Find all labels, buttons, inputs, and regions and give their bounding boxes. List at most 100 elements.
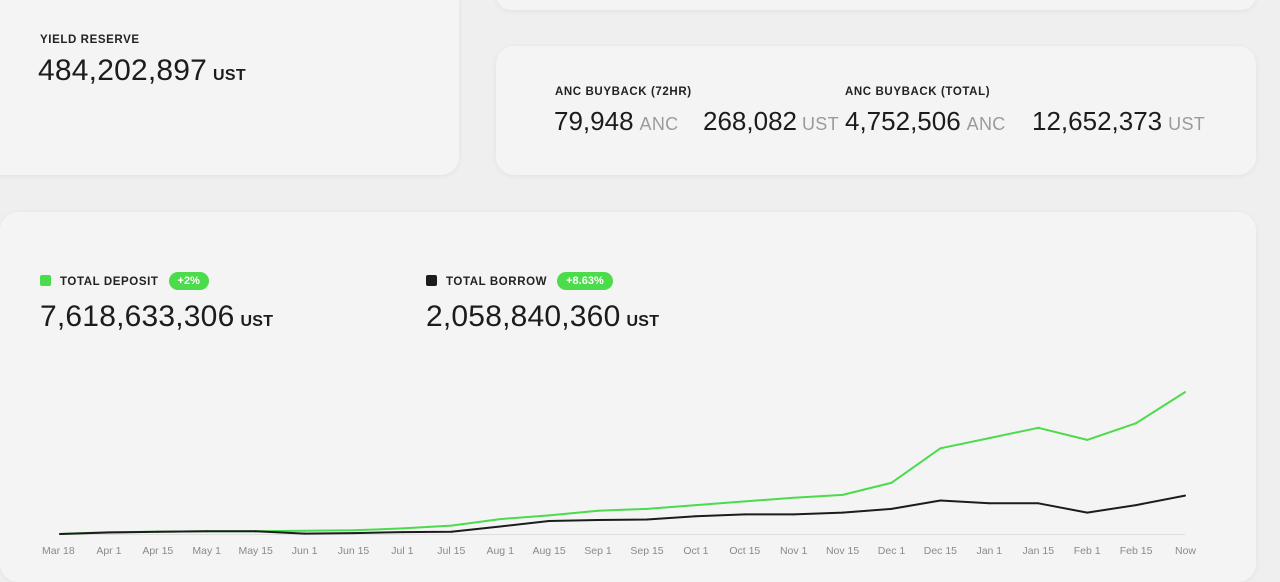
- buyback-72hr-anc-unit: ANC: [639, 114, 679, 134]
- total-borrow-value: 2,058,840,360: [426, 300, 621, 333]
- buyback-total-anc-unit: ANC: [966, 114, 1006, 134]
- series-1-point: [254, 530, 257, 533]
- series-0-point: [988, 437, 991, 440]
- series-0-point: [1037, 426, 1040, 429]
- series-1-point: [303, 532, 306, 535]
- x-tick-label: Nov 15: [826, 545, 859, 557]
- series-0-point: [352, 529, 355, 532]
- series-0-point: [841, 493, 844, 496]
- yield-reserve-card: YIELD RESERVE 484,202,897 UST: [0, 0, 459, 175]
- series-1-point: [792, 513, 795, 516]
- total-deposit-legend: TOTAL DEPOSIT +2%: [40, 272, 209, 290]
- series-1-point: [646, 518, 648, 521]
- x-tick-label: Jan 15: [1023, 545, 1055, 557]
- buyback-72hr-anc-value: 79,948: [554, 106, 634, 136]
- buyback-total-ust: 12,652,373 UST: [1032, 106, 1205, 137]
- series-0-point: [1086, 438, 1089, 441]
- top-card-edge: [496, 0, 1256, 10]
- buyback-72hr-label: ANC BUYBACK (72HR): [555, 86, 692, 98]
- total-deposit-value: 7,618,633,306: [40, 300, 235, 333]
- series-0-point: [401, 527, 404, 530]
- series-1-point: [548, 520, 551, 522]
- x-tick-label: Jun 15: [338, 545, 370, 557]
- total-deposit-amount: 7,618,633,306 UST: [40, 300, 273, 334]
- series-0-point: [694, 504, 697, 507]
- buyback-total-anc: 4,752,506 ANC: [845, 106, 1006, 137]
- series-1-point: [597, 519, 599, 521]
- x-tick-label: Dec 15: [924, 545, 957, 557]
- series-1-point: [743, 513, 746, 516]
- chart-series-layer: [59, 391, 1186, 535]
- x-tick-label: Oct 1: [683, 545, 708, 557]
- series-0-point: [792, 496, 795, 499]
- buyback-72hr-ust-value: 268,082: [703, 106, 797, 136]
- total-borrow-badge: +8.63%: [557, 272, 613, 290]
- series-1-point: [401, 531, 404, 534]
- series-1-point: [890, 507, 893, 510]
- deposit-borrow-chart: Mar 18 Apr 1 Apr 15 May 1 May 15 Jun 1 Jun 15 J…: [42, 391, 1196, 557]
- series-1-point: [1086, 511, 1089, 514]
- buyback-total-label: ANC BUYBACK (TOTAL): [845, 86, 991, 98]
- series-0-point: [1184, 391, 1186, 394]
- total-borrow-label: TOTAL BORROW: [446, 276, 548, 289]
- series-0-point: [646, 507, 648, 510]
- yield-reserve-label: YIELD RESERVE: [40, 34, 140, 46]
- x-tick-label: Now: [1175, 545, 1196, 557]
- x-tick-label: Aug 1: [486, 545, 514, 557]
- total-deposit-unit: UST: [240, 313, 274, 330]
- x-tick-label: Sep 15: [630, 545, 663, 557]
- series-0-point: [597, 509, 599, 512]
- series-1-point: [1184, 494, 1186, 497]
- series-0-point: [303, 529, 306, 532]
- series-1-point: [1037, 502, 1040, 505]
- series-1-point: [352, 532, 355, 535]
- buyback-72hr-anc: 79,948 ANC: [554, 106, 678, 137]
- series-0-point: [939, 447, 942, 450]
- x-tick-label: Jun 1: [292, 545, 318, 557]
- x-tick-label: May 1: [192, 545, 221, 557]
- series-0-point: [743, 500, 746, 503]
- total-borrow-unit: UST: [626, 313, 660, 330]
- series-0-point: [450, 524, 453, 527]
- x-tick-label: Jul 15: [437, 545, 465, 557]
- buyback-total-ust-value: 12,652,373: [1032, 106, 1163, 136]
- series-0-point: [890, 481, 893, 484]
- x-tick-label: Aug 15: [532, 545, 565, 557]
- yield-reserve-amount: 484,202,897 UST: [38, 54, 246, 88]
- deposit-swatch-icon: [40, 275, 51, 287]
- buyback-total-anc-value: 4,752,506: [845, 106, 961, 136]
- x-tick-label: Oct 15: [729, 545, 760, 557]
- total-borrow-amount: 2,058,840,360 UST: [426, 300, 659, 334]
- x-tick-label: Jan 1: [976, 545, 1002, 557]
- borrow-swatch-icon: [426, 275, 437, 287]
- series-line-1: [59, 494, 1186, 535]
- anc-buyback-card: ANC BUYBACK (72HR) 79,948 ANC 268,082 UST …: [496, 46, 1256, 175]
- x-tick-label: Apr 15: [142, 545, 173, 557]
- buyback-total-ust-unit: UST: [1168, 114, 1206, 134]
- total-deposit-badge: +2%: [168, 272, 209, 290]
- total-borrow-legend: TOTAL BORROW +8.63%: [426, 272, 613, 290]
- series-1-point: [59, 533, 61, 535]
- series-0-point: [1135, 422, 1138, 425]
- x-tick-label: Apr 1: [96, 545, 121, 557]
- series-0-point: [548, 514, 551, 517]
- series-1-point: [988, 502, 991, 505]
- buyback-72hr-ust-unit: UST: [801, 114, 839, 134]
- x-tick-label: Sep 1: [584, 545, 612, 557]
- series-1-point: [156, 530, 159, 533]
- x-tick-label: Jul 1: [391, 545, 413, 557]
- series-1-point: [939, 499, 942, 502]
- x-tick-label: Nov 1: [780, 545, 808, 557]
- series-1-point: [450, 530, 453, 533]
- yield-reserve-unit: UST: [213, 67, 246, 84]
- series-1-point: [205, 530, 208, 533]
- total-deposit-label: TOTAL DEPOSIT: [60, 276, 159, 289]
- x-tick-label: Mar 18: [42, 545, 75, 557]
- series-1-point: [499, 525, 502, 528]
- x-tick-label: Dec 1: [878, 545, 906, 557]
- x-tick-label: Feb 15: [1120, 545, 1153, 557]
- series-1-point: [694, 515, 697, 518]
- x-tick-label: May 15: [238, 545, 273, 557]
- buyback-72hr-ust: 268,082 UST: [703, 106, 839, 137]
- chart-x-axis: Mar 18 Apr 1 Apr 15 May 1 May 15 Jun 1 Jun 15 J…: [42, 545, 1196, 557]
